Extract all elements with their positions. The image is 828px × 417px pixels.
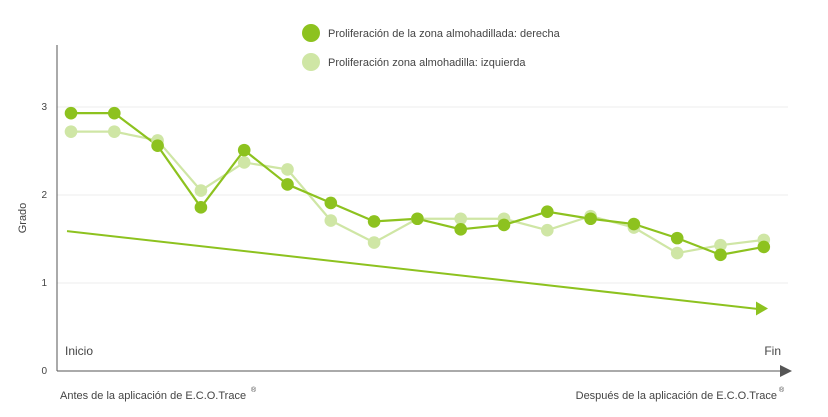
series-group — [64, 106, 771, 262]
y-tick-label: 3 — [41, 102, 47, 113]
legend-label-1: Proliferación zona almohadilla: izquierd… — [328, 57, 526, 69]
after-trademark: ® — [779, 386, 785, 394]
after-label: Después de la aplicación de E.C.O.Trace — [576, 390, 777, 402]
series-0-point — [151, 139, 164, 153]
series-1-point — [64, 125, 78, 138]
series-0-point — [584, 212, 597, 226]
series-0-point — [497, 218, 511, 232]
series-0-point — [454, 223, 468, 236]
before-trademark: ® — [251, 386, 257, 394]
series-0-point — [411, 212, 424, 226]
series-0-point — [670, 231, 684, 245]
series-1-point — [194, 184, 208, 197]
y-axis-title: Grado — [17, 203, 29, 234]
series-0-point — [324, 196, 338, 210]
series-0-point — [194, 201, 208, 214]
legend-label-0: Proliferación de la zona almohadillada: … — [328, 28, 561, 40]
x-axis-arrowhead — [780, 365, 792, 377]
series-1-point — [714, 238, 727, 252]
y-tick-label: 2 — [41, 190, 47, 201]
series-1-point — [108, 125, 121, 138]
series-1-point — [367, 236, 381, 249]
x-start-label: Inicio — [65, 344, 93, 358]
trend-arrow — [66, 230, 768, 316]
legend-marker-0 — [302, 24, 320, 42]
series-1-point — [670, 246, 684, 260]
series-1-point — [454, 212, 468, 226]
legend: Proliferación de la zona almohadillada: … — [302, 24, 561, 71]
series-line-1 — [71, 130, 764, 255]
series-1-point — [541, 223, 554, 237]
y-ticks: 0 1 2 3 — [41, 102, 47, 377]
before-label: Antes de la aplicación de E.C.O.Trace — [60, 390, 246, 402]
series-1-point — [324, 214, 338, 227]
series-line-0 — [71, 112, 764, 256]
trend-line — [66, 230, 758, 310]
trend-arrowhead — [756, 301, 768, 316]
legend-marker-1 — [302, 53, 320, 71]
y-tick-label: 0 — [41, 366, 47, 377]
series-1-point — [281, 163, 294, 176]
series-0-point — [108, 106, 121, 120]
series-0-point — [64, 106, 78, 120]
y-tick-label: 1 — [41, 278, 47, 289]
series-0-point — [757, 240, 771, 254]
series-0-point — [714, 248, 727, 262]
grid — [57, 106, 788, 284]
series-1-point — [237, 156, 251, 169]
x-end-label: Fin — [764, 344, 781, 358]
series-0-point — [281, 178, 294, 191]
series-0-point — [367, 215, 381, 228]
series-0-point — [237, 143, 251, 157]
series-0-point — [541, 205, 554, 219]
series-0-point — [627, 217, 641, 231]
